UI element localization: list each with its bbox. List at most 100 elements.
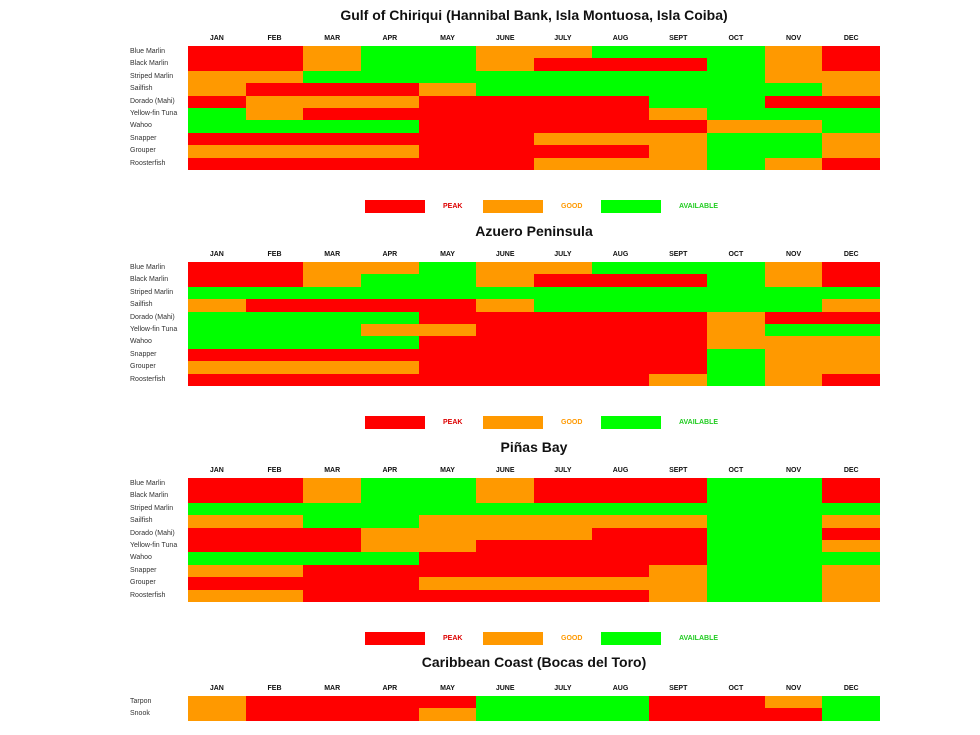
heatmap-cell	[764, 299, 823, 312]
heatmap-cell	[534, 577, 592, 590]
species-label: Roosterfish	[130, 375, 166, 383]
heatmap-cell	[188, 539, 246, 553]
heatmap-cell	[476, 70, 535, 84]
legend-swatch	[483, 632, 543, 645]
heatmap-cell	[764, 564, 823, 578]
heatmap-cell	[822, 373, 881, 386]
month-label: OCT	[728, 35, 744, 42]
heatmap-cell	[649, 145, 708, 158]
species-label: Dorado (Mahi)	[130, 313, 175, 321]
heatmap-cell	[418, 515, 477, 528]
species-label: Striped Marlin	[130, 504, 174, 512]
heatmap-cell	[591, 708, 650, 721]
heatmap-cell	[245, 157, 304, 170]
heatmap-cell	[534, 373, 592, 386]
section-title: Gulf of Chiriqui (Hannibal Bank, Isla Mo…	[340, 7, 728, 23]
species-row: Snapper	[130, 348, 881, 362]
species-label: Black Marlin	[130, 492, 169, 500]
heatmap-cell	[591, 502, 650, 516]
month-label: AUG	[612, 35, 629, 42]
section-title: Caribbean Coast (Bocas del Toro)	[421, 654, 647, 670]
heatmap-cell	[534, 120, 592, 133]
row-cells	[188, 299, 881, 312]
heatmap-cell	[361, 70, 419, 84]
legend-swatch	[365, 632, 425, 645]
month-label: JAN	[209, 467, 224, 474]
row-cells	[188, 262, 881, 275]
heatmap-cell	[303, 589, 362, 602]
heatmap-cell	[764, 83, 823, 96]
heatmap-cell	[245, 478, 304, 491]
heatmap-cell	[534, 478, 592, 491]
heatmap-cell	[361, 145, 419, 158]
heatmap-cell	[822, 577, 881, 590]
heatmap-cell	[649, 564, 708, 578]
legend-swatch	[483, 200, 543, 213]
heatmap-cell	[649, 70, 708, 84]
species-row: Blue Marlin	[130, 262, 881, 275]
legend-label: PEAK	[443, 635, 463, 642]
heatmap-cell	[591, 311, 650, 324]
species-label: Black Marlin	[130, 276, 169, 284]
heatmap-cell	[591, 490, 650, 503]
heatmap-cell	[245, 274, 304, 287]
heatmap-cell	[476, 478, 535, 491]
heatmap-cell	[188, 262, 246, 275]
species-label: Snapper	[130, 350, 157, 358]
legend-swatch	[365, 416, 425, 429]
heatmap-cell	[764, 577, 823, 590]
heatmap-cell	[188, 132, 246, 146]
heatmap-cell	[764, 515, 823, 528]
heatmap-cell	[707, 58, 765, 71]
row-cells	[188, 58, 881, 71]
month-label: MAY	[440, 467, 455, 474]
heatmap-cell	[361, 157, 419, 170]
heatmap-cell	[418, 157, 477, 170]
species-row: Roosterfish	[130, 157, 881, 170]
heatmap-cell	[245, 527, 304, 540]
heatmap-cell	[188, 564, 246, 578]
month-header: JAN FEB MAR APR MAY JUNE JULY AUG SEPT OCT NOV DEC	[188, 467, 880, 477]
heatmap-cell	[764, 373, 823, 386]
heatmap-cell	[764, 348, 823, 362]
species-row: Dorado (Mahi)	[130, 527, 881, 540]
species-row: Striped Marlin	[130, 286, 881, 300]
heatmap-cell	[245, 515, 304, 528]
heatmap-cell	[361, 552, 419, 565]
species-label: Dorado (Mahi)	[130, 529, 175, 537]
heatmap-cell	[707, 299, 765, 312]
heatmap-cell	[822, 539, 881, 553]
month-label: MAR	[324, 685, 341, 692]
heatmap-cell	[822, 262, 881, 275]
heatmap-cell	[591, 361, 650, 374]
heatmap-cell	[303, 262, 362, 275]
heatmap-cell	[418, 336, 477, 349]
heatmap-cell	[822, 361, 881, 374]
heatmap-cell	[591, 274, 650, 287]
heatmap-cell	[534, 157, 592, 170]
heatmap-cell	[476, 348, 535, 362]
heatmap-cell	[534, 46, 592, 59]
heatmap-cell	[361, 564, 419, 578]
month-header: JAN FEB MAR APR MAY JUNE JULY AUG SEPT OCT NOV DEC	[188, 35, 880, 45]
month-label: JAN	[209, 35, 224, 42]
heatmap-cell	[418, 708, 477, 721]
heatmap-cell	[534, 539, 592, 553]
heatmap-cell	[245, 120, 304, 133]
heatmap-cell	[591, 552, 650, 565]
month-label: JUNE	[495, 467, 515, 474]
heatmap-cell	[649, 323, 708, 337]
species-row: Snook	[130, 708, 881, 721]
heatmap-cell	[245, 107, 304, 121]
heatmap-cell	[188, 527, 246, 540]
heatmap-cell	[245, 311, 304, 324]
heatmap-cell	[764, 70, 823, 84]
heatmap-cell	[418, 299, 477, 312]
month-header: JAN FEB MAR APR MAY JUNE JULY AUG SEPT OCT NOV DEC	[188, 251, 880, 261]
heatmap-cell	[476, 502, 535, 516]
heatmap-cell	[649, 696, 708, 709]
heatmap-cell	[418, 262, 477, 275]
species-label: Yellow-fin Tuna	[130, 541, 178, 549]
heatmap-cell	[418, 527, 477, 540]
heatmap-cell	[476, 336, 535, 349]
